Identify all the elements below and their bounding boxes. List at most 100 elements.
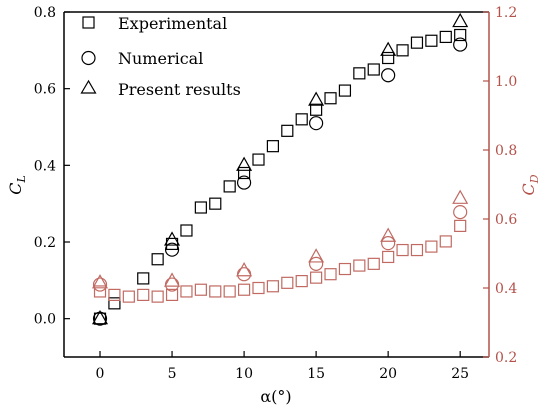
- cd-experimental-point: [310, 271, 323, 284]
- cd-experimental-point: [180, 285, 193, 298]
- x-tick-label: 25: [451, 366, 469, 382]
- legend-circle-marker: [81, 50, 96, 66]
- cd-experimental-point: [454, 219, 467, 232]
- legend-label-numerical: Numerical: [118, 49, 203, 68]
- legend-label-experimental: Experimental: [118, 14, 227, 33]
- cd-experimental-point: [122, 290, 135, 303]
- cd-experimental-point: [93, 285, 107, 298]
- cl-experimental-point: [338, 84, 352, 97]
- cd-experimental-point: [194, 283, 207, 296]
- cd-experimental-point: [223, 285, 236, 298]
- cd-experimental-point: [353, 259, 366, 272]
- cl-experimental-point: [295, 113, 308, 126]
- cl-numerical-point: [309, 116, 324, 131]
- cd-experimental-point: [252, 281, 265, 295]
- cl-experimental-point: [353, 67, 366, 80]
- cd-experimental-point: [410, 243, 424, 257]
- y-left-tick-label: 0.8: [34, 5, 56, 21]
- cd-experimental-point: [165, 288, 179, 301]
- y-left-title-main: C: [6, 183, 25, 195]
- y-right-ticks-group: 0.2 0.4 0.6 0.8 1.0 1.2: [483, 5, 517, 366]
- svg-text:CL: CL: [6, 175, 28, 195]
- cl-experimental-point: [266, 140, 279, 153]
- cl-experimental-point: [425, 34, 438, 47]
- cd-present-results-point: [236, 262, 253, 277]
- y-right-tick-label: 0.4: [495, 281, 517, 297]
- cl-present-results-point: [164, 231, 181, 246]
- legend-label-present-results: Present results: [118, 80, 241, 99]
- cl-present-results-point: [380, 41, 397, 56]
- y-left-tick-label: 0.6: [34, 82, 56, 98]
- cd-experimental-point: [108, 288, 121, 301]
- cd-numerical-point: [381, 236, 396, 251]
- data-marks-group: [91, 12, 469, 326]
- cl-experimental-point: [439, 30, 452, 44]
- cl-present-results-point: [308, 91, 325, 106]
- cl-experimental-point: [223, 180, 236, 193]
- cl-experimental-point: [281, 124, 294, 137]
- x-tick-label: 5: [168, 366, 177, 382]
- cd-experimental-point: [382, 250, 395, 264]
- legend-item-experimental: Experimental: [82, 14, 227, 33]
- cd-experimental-point: [367, 257, 380, 270]
- cd-experimental-point: [425, 240, 438, 253]
- y-left-axis-title: CL: [6, 175, 28, 195]
- y-right-tick-label: 1.0: [495, 74, 517, 90]
- cd-present-results-point: [164, 272, 181, 287]
- svg-text:CD: CD: [519, 174, 541, 195]
- cl-present-results-point: [91, 309, 109, 325]
- cl-numerical-point: [381, 68, 396, 83]
- y-left-ticks-group: 0.0 0.2 0.4 0.6 0.8: [34, 5, 70, 328]
- y-left-tick-label: 0.4: [34, 158, 56, 174]
- cd-numerical-point: [236, 267, 252, 282]
- cl-numerical-point: [236, 175, 252, 190]
- cl-experimental-point: [310, 103, 323, 116]
- cd-experimental-point: [137, 288, 150, 301]
- y-left-tick-label: 0.2: [34, 235, 56, 251]
- cl-experimental-point: [396, 44, 409, 57]
- cl-experimental-point: [151, 253, 164, 266]
- y-left-tick-label: 0.0: [34, 312, 56, 328]
- legend-triangle-marker: [80, 79, 97, 94]
- x-axis-title: α(°): [260, 387, 291, 406]
- cd-experimental-point: [151, 290, 164, 303]
- cl-experimental-point: [324, 92, 337, 105]
- cl-numerical-point: [164, 242, 180, 257]
- cd-experimental-point: [266, 280, 279, 293]
- legend-item-numerical: Numerical: [81, 49, 203, 68]
- cd-numerical-point: [309, 256, 324, 271]
- cd-experimental-point: [209, 285, 222, 298]
- legend-square-marker: [82, 16, 95, 29]
- cd-experimental-point: [295, 275, 308, 288]
- cl-experimental-point: [252, 153, 265, 166]
- cd-experimental-point: [338, 262, 352, 276]
- x-tick-label: 15: [307, 366, 325, 382]
- cd-experimental-point: [281, 276, 294, 289]
- cl-experimental-point: [137, 272, 150, 285]
- cd-experimental-point: [324, 268, 337, 281]
- x-tick-label: 0: [96, 366, 105, 382]
- y-right-tick-label: 0.2: [495, 350, 517, 366]
- cd-experimental-point: [237, 283, 251, 296]
- cd-experimental-point: [396, 243, 409, 257]
- y-right-tick-label: 1.2: [495, 5, 517, 21]
- legend-item-present-results: Present results: [80, 79, 241, 99]
- cd-numerical-point: [92, 277, 108, 292]
- cl-experimental-point: [454, 28, 467, 42]
- x-tick-label: 10: [235, 366, 253, 382]
- x-tick-label: 20: [379, 366, 397, 382]
- legend: Experimental Numerical Present results: [80, 14, 241, 99]
- y-left-title-sub: L: [15, 175, 28, 183]
- cd-present-results-point: [380, 227, 397, 242]
- cd-numerical-point: [453, 205, 468, 220]
- cl-experimental-point: [237, 166, 251, 180]
- cl-present-results-point: [452, 12, 469, 28]
- cd-present-results-point: [452, 189, 469, 204]
- axes-group: [63, 11, 490, 358]
- cl-experimental-point: [165, 237, 179, 251]
- cl-experimental-point: [410, 36, 424, 49]
- cl-experimental-point: [180, 224, 193, 237]
- cl-present-results-point: [236, 156, 253, 171]
- y-right-axis-title: CD: [519, 174, 541, 195]
